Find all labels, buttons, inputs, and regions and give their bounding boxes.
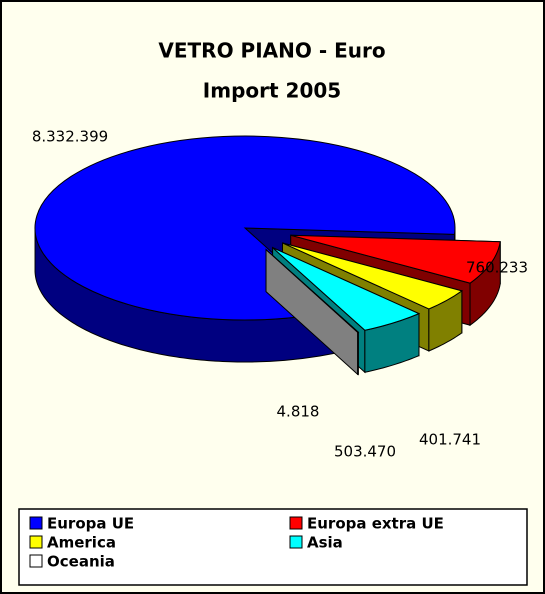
legend-label: Europa extra UE (307, 515, 444, 533)
pie-slice (265, 249, 360, 333)
legend-swatch (29, 554, 43, 568)
legend-label: America (47, 534, 116, 552)
legend-swatch (29, 516, 43, 530)
pie-slice (34, 135, 456, 321)
legend-swatch (29, 535, 43, 549)
pie-slice (290, 234, 501, 284)
legend-label: Europa UE (47, 515, 134, 533)
pie-slice (272, 247, 421, 331)
legend-swatch (289, 535, 303, 549)
legend-swatch (289, 516, 303, 530)
data-label: 401.741 (419, 431, 481, 449)
data-label: 4.818 (277, 403, 320, 421)
data-label: 8.332.399 (32, 128, 108, 146)
data-label: 503.470 (334, 443, 396, 461)
legend-label: Oceania (47, 553, 115, 571)
legend-label: Asia (307, 534, 343, 552)
slice-wall (357, 331, 359, 375)
chart-subtitle: Import 2005 (203, 79, 341, 103)
chart-title: VETRO PIANO - Euro (158, 39, 385, 63)
legend-box (18, 508, 528, 586)
data-label: 760.233 (466, 259, 528, 277)
pie-slice (282, 242, 463, 310)
